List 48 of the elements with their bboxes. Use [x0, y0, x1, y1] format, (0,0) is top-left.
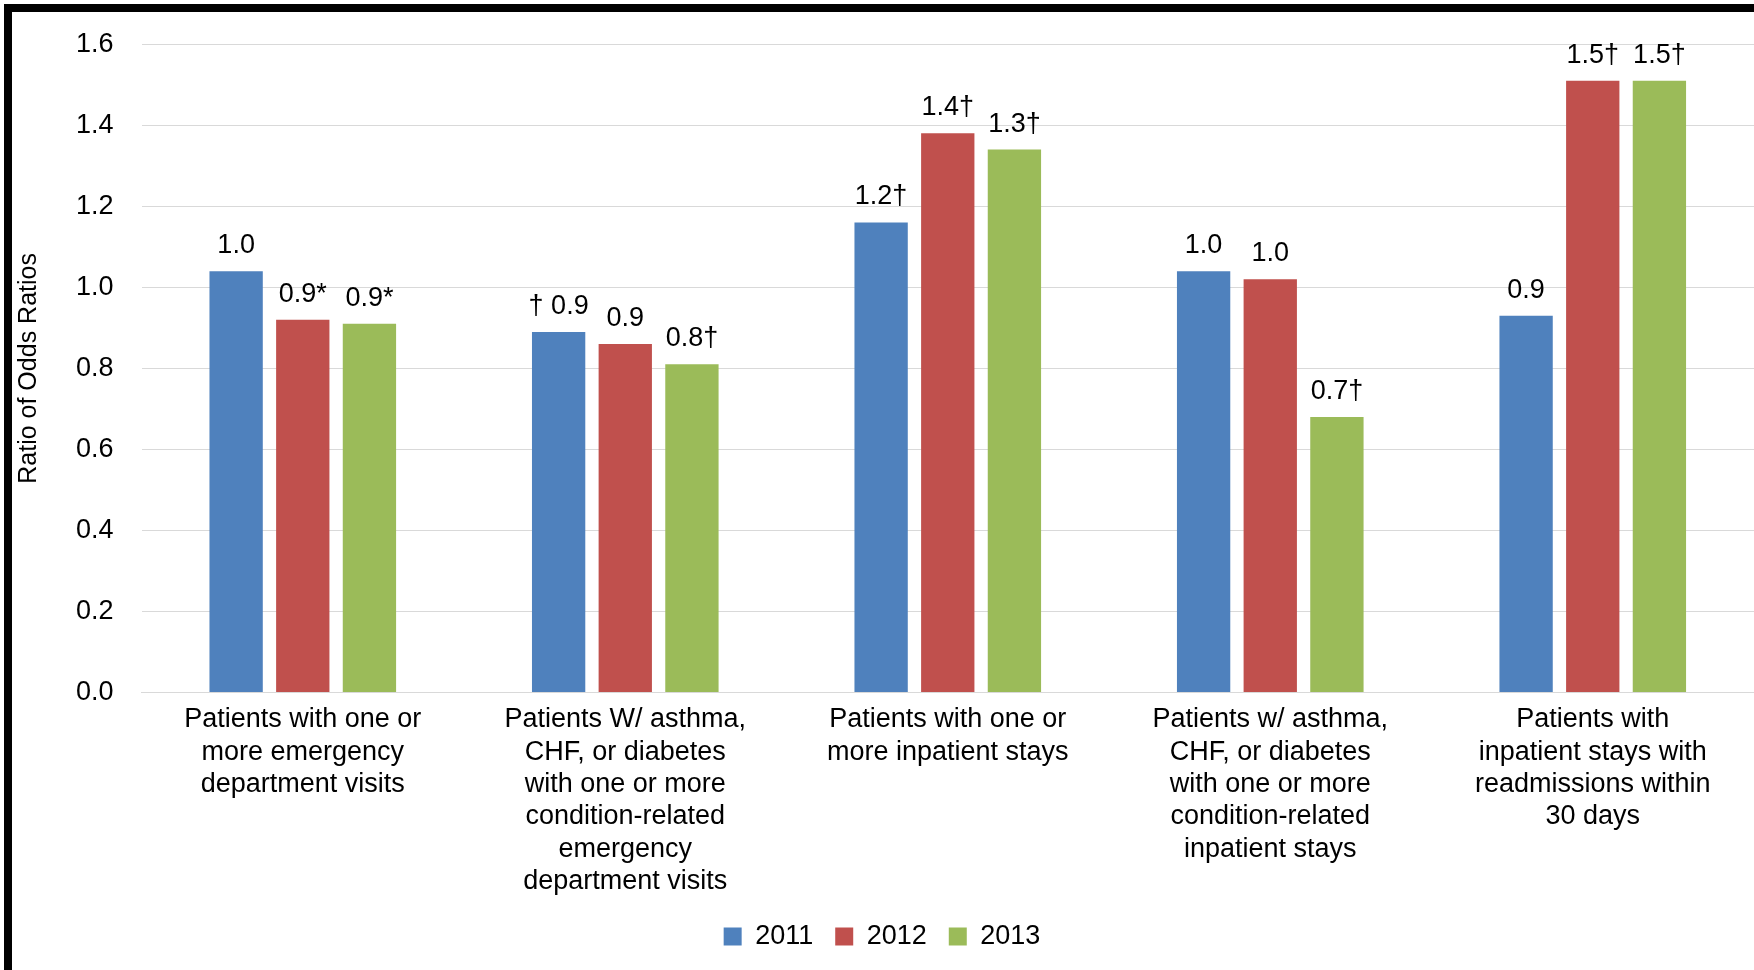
data-label: 1.5† [1633, 38, 1686, 69]
y-tick-label: 0.6 [75, 432, 114, 463]
bar [531, 331, 586, 693]
data-label: 1.3† [988, 107, 1041, 138]
x-tick-label: Patients W/ asthma, CHF, or diabetes with one or more condition-related emergency department visits [504, 703, 747, 896]
data-label: 0.8† [665, 322, 719, 353]
y-tick-label: 0.8 [75, 351, 114, 382]
bar [209, 271, 263, 693]
bar [1499, 315, 1553, 693]
data-label: 0.9* [278, 277, 328, 308]
data-label: 1.0 [217, 229, 255, 260]
bar [1310, 417, 1364, 693]
bar [1632, 80, 1687, 693]
y-tick-label: 1.0 [75, 270, 114, 301]
bar [598, 344, 652, 693]
y-tick-label: 0.0 [75, 676, 114, 707]
y-tick-label: 1.2 [75, 189, 114, 220]
bar [987, 149, 1042, 693]
bar [1566, 80, 1620, 693]
data-label: 0.7† [1310, 374, 1364, 405]
bar [854, 222, 908, 693]
data-label: 1.0 [1251, 237, 1290, 268]
y-tick-label: 1.6 [75, 27, 114, 58]
y-tick-label: 0.2 [75, 595, 114, 625]
data-label: 1.0 [1184, 229, 1223, 260]
bar [342, 323, 397, 693]
legend-label: 2013 [980, 919, 1041, 950]
x-tick-label: Patients with inpatient stays with readmissions within 30 days [1474, 703, 1711, 831]
bar [665, 364, 719, 693]
legend-label: 2012 [866, 919, 927, 950]
data-label: 0.9 [1507, 273, 1545, 304]
data-label: † 0.9 [528, 289, 589, 320]
bar [1243, 279, 1297, 693]
x-tick-label: Patients with one or more inpatient stays [826, 703, 1069, 766]
data-label: 1.2† [854, 180, 908, 211]
x-tick-label: Patients with one or more emergency department visits [184, 703, 422, 799]
y-tick-label: 1.4 [75, 108, 114, 139]
legend-label: 2011 [755, 919, 814, 950]
bar [921, 133, 975, 693]
data-label: 1.4† [921, 91, 975, 122]
data-label: 0.9 [606, 302, 645, 333]
data-label: 1.5† [1566, 38, 1620, 69]
y-axis-title: Ratio of Odds Ratios [12, 253, 41, 484]
bar [1176, 271, 1231, 693]
y-tick-label: 0.4 [75, 513, 114, 544]
data-label: 0.9* [345, 281, 394, 312]
x-tick-label: Patients w/ asthma, CHF, or diabetes with one or more condition-related inpatient stays [1152, 703, 1389, 863]
bar [276, 319, 330, 693]
